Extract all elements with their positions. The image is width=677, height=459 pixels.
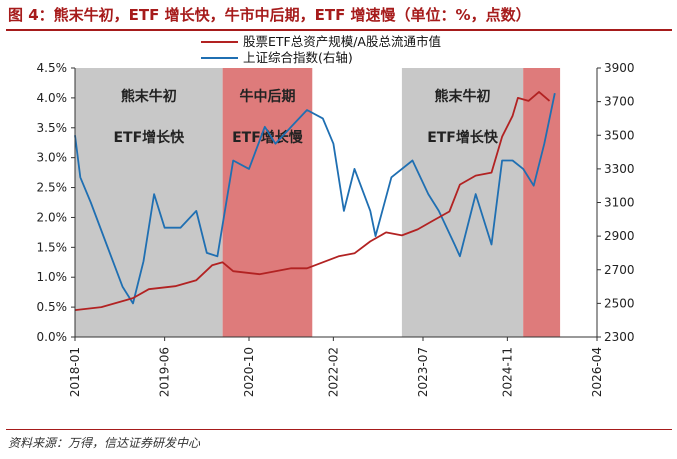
left-tick-label: 3.5%: [37, 121, 68, 135]
shaded-region-1: [222, 68, 313, 337]
left-tick-label: 4.5%: [37, 61, 68, 75]
x-tick-label: 2019-06: [158, 347, 172, 397]
source-divider: [6, 429, 672, 430]
left-tick-label: 0.5%: [37, 300, 68, 314]
x-tick-label: 2022-02: [326, 347, 340, 397]
left-tick-label: 3.0%: [37, 151, 68, 165]
x-tick-label: 2026-04: [590, 347, 604, 397]
shaded-region-0: [75, 68, 223, 337]
left-tick-label: 0.0%: [37, 330, 68, 344]
x-tick-label: 2023-07: [416, 347, 430, 397]
left-tick-label: 1.5%: [37, 240, 68, 254]
legend-entry: 股票ETF总资产规模/A股总流通市值: [243, 34, 441, 49]
right-tick-label: 3300: [604, 162, 635, 176]
left-tick-label: 4.0%: [37, 91, 68, 105]
shaded-region-2: [401, 68, 524, 337]
left-tick-label: 2.0%: [37, 210, 68, 224]
right-tick-label: 2900: [604, 229, 635, 243]
shaded-region-3: [523, 68, 561, 337]
right-tick-label: 3900: [604, 61, 635, 75]
left-tick-label: 1.0%: [37, 270, 68, 284]
x-tick-label: 2020-10: [242, 347, 256, 397]
series-line-1: [74, 93, 556, 305]
source-note: 资料来源：万得，信达证券研发中心: [8, 436, 201, 450]
right-tick-label: 3500: [604, 128, 635, 142]
series-line-0: [74, 91, 551, 311]
region-label: ETF增长快: [427, 129, 499, 146]
left-tick-label: 2.5%: [37, 181, 68, 195]
x-tick-label: 2024-11: [500, 347, 514, 397]
region-label: 熊末牛初: [121, 88, 177, 105]
x-tick-label: 2018-01: [68, 347, 82, 397]
right-tick-label: 3100: [604, 196, 635, 210]
legend-entry: 上证综合指数(右轴): [243, 50, 353, 65]
right-tick-label: 2300: [604, 330, 635, 344]
region-label: 熊末牛初: [435, 88, 491, 105]
title-divider: [6, 29, 672, 31]
right-tick-label: 2500: [604, 296, 635, 310]
right-tick-label: 2700: [604, 263, 635, 277]
region-label: ETF增长快: [113, 129, 185, 146]
right-tick-label: 3700: [604, 95, 635, 109]
page-title: 图 4：熊末牛初，ETF 增长快，牛市中后期，ETF 增速慢（单位：%，点数）: [8, 6, 531, 24]
region-label: 牛中后期: [239, 88, 295, 105]
